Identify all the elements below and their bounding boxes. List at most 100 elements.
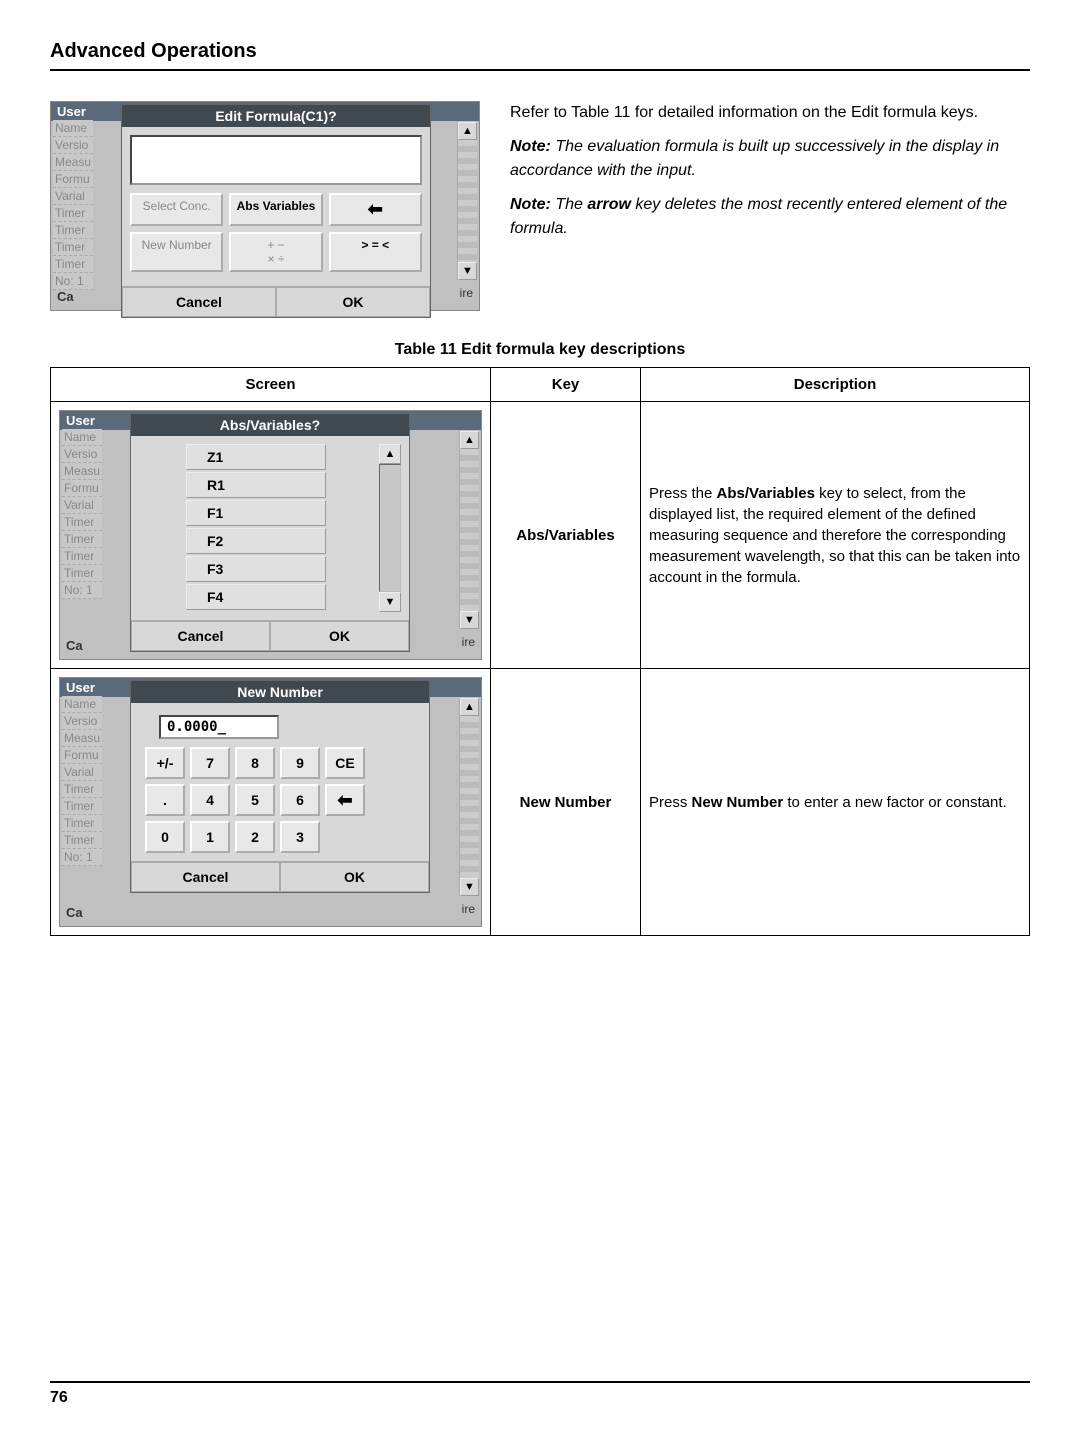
screen-cell: User Name Versio Measu Formu Varial Time…	[51, 669, 491, 936]
scroll-up-icon[interactable]: ▲	[379, 444, 401, 464]
text: for detailed information on the Edit for…	[630, 104, 978, 121]
ire-label: ire	[462, 635, 475, 649]
scroll-track[interactable]	[460, 716, 479, 878]
scroll-down-icon[interactable]: ▼	[460, 878, 479, 896]
list-item[interactable]: R1	[186, 472, 326, 498]
key-0[interactable]: 0	[145, 821, 185, 853]
cancel-button[interactable]: Cancel	[122, 287, 276, 317]
list-item[interactable]: F3	[186, 556, 326, 582]
scroll-down-icon[interactable]: ▼	[379, 592, 401, 612]
dialog-title: Edit Formula(C1)?	[122, 105, 430, 127]
edit-formula-dialog: Edit Formula(C1)? Select Conc. Abs Varia…	[121, 104, 431, 318]
cancel-button[interactable]: Cancel	[131, 621, 270, 651]
side-label: Name	[53, 120, 93, 137]
key-cell: New Number	[491, 669, 641, 936]
number-display: 0.0000_	[159, 715, 279, 739]
ok-button[interactable]: OK	[280, 862, 429, 892]
compare-button[interactable]: > = <	[329, 232, 422, 272]
page-header: Advanced Operations	[50, 40, 1030, 71]
back-arrow-button[interactable]: ⬅	[329, 193, 422, 226]
key-3[interactable]: 3	[280, 821, 320, 853]
side-labels: Name Versio Measu Formu Varial Timer Tim…	[62, 696, 102, 866]
list-item[interactable]: F1	[186, 500, 326, 526]
side-label: Versio	[62, 446, 102, 463]
col-key: Key	[491, 368, 641, 402]
side-label: Timer	[62, 565, 102, 582]
key-dot[interactable]: .	[145, 784, 185, 816]
side-label: Timer	[62, 514, 102, 531]
list-item[interactable]: F4	[186, 584, 326, 610]
abs-variables-window: User Name Versio Measu Formu Varial Time…	[59, 410, 482, 660]
scroll-down-icon[interactable]: ▼	[460, 611, 479, 629]
new-number-button[interactable]: New Number	[130, 232, 223, 272]
note-1: Note: The evaluation formula is built up…	[510, 135, 1030, 183]
page-footer: 76	[50, 1381, 1030, 1407]
cal-label: Ca	[66, 638, 83, 653]
side-label: Timer	[62, 798, 102, 815]
cancel-button[interactable]: Cancel	[131, 862, 280, 892]
side-label: Formu	[62, 480, 102, 497]
ok-button[interactable]: OK	[276, 287, 430, 317]
scrollbar[interactable]: ▲ ▼	[459, 431, 479, 629]
side-label: Timer	[62, 832, 102, 849]
key-1[interactable]: 1	[190, 821, 230, 853]
scroll-up-icon[interactable]: ▲	[458, 122, 477, 140]
list-scrollbar[interactable]: ▲ ▼	[379, 444, 401, 612]
new-number-window: User Name Versio Measu Formu Varial Time…	[59, 677, 482, 927]
scroll-track[interactable]	[379, 464, 401, 592]
key-cell: Abs/Variables	[491, 402, 641, 669]
key-sign[interactable]: +/-	[145, 747, 185, 779]
col-desc: Description	[641, 368, 1030, 402]
table-header-row: Screen Key Description	[51, 368, 1030, 402]
user-label: User	[57, 104, 86, 119]
dialog-footer: Cancel OK	[122, 286, 430, 317]
key-ce[interactable]: CE	[325, 747, 365, 779]
key-2[interactable]: 2	[235, 821, 275, 853]
col-screen: Screen	[51, 368, 491, 402]
new-number-dialog: New Number 0.0000_ +/- 7 8 9 CE	[130, 680, 430, 893]
intro-text: Refer to Table 11 for detailed informati…	[510, 101, 1030, 311]
select-conc-button[interactable]: Select Conc.	[130, 193, 223, 226]
scroll-up-icon[interactable]: ▲	[460, 431, 479, 449]
key-6[interactable]: 6	[280, 784, 320, 816]
list-item[interactable]: F2	[186, 528, 326, 554]
side-labels: Name Versio Measu Formu Varial Timer Tim…	[62, 429, 102, 599]
table-row: User Name Versio Measu Formu Varial Time…	[51, 669, 1030, 936]
abs-variables-button[interactable]: Abs Variables	[229, 193, 322, 226]
ok-button[interactable]: OK	[270, 621, 409, 651]
key-5[interactable]: 5	[235, 784, 275, 816]
key-4[interactable]: 4	[190, 784, 230, 816]
key-8[interactable]: 8	[235, 747, 275, 779]
side-label: Varial	[53, 188, 93, 205]
side-label: Varial	[62, 497, 102, 514]
bold-text: New Number	[692, 794, 784, 811]
scroll-track[interactable]	[460, 449, 479, 611]
top-section: User Name Versio Measu Formu Varial Time…	[50, 101, 1030, 311]
scroll-track[interactable]	[458, 140, 477, 262]
side-label: Timer	[62, 815, 102, 832]
key-backspace[interactable]: ⬅	[325, 784, 365, 816]
key-9[interactable]: 9	[280, 747, 320, 779]
note-label: Note:	[510, 196, 551, 213]
text: Refer to	[510, 104, 571, 121]
table-row: User Name Versio Measu Formu Varial Time…	[51, 402, 1030, 669]
bold-text: Abs/Variables	[717, 485, 815, 502]
scroll-up-icon[interactable]: ▲	[460, 698, 479, 716]
text: Press	[649, 794, 692, 811]
user-label: User	[66, 680, 95, 695]
scroll-down-icon[interactable]: ▼	[458, 262, 477, 280]
note-text: The evaluation formula is built up succe…	[510, 138, 999, 179]
scrollbar[interactable]: ▲ ▼	[459, 698, 479, 896]
list-item[interactable]: Z1	[186, 444, 326, 470]
desc-cell: Press the Abs/Variables key to select, f…	[641, 402, 1030, 669]
scrollbar[interactable]: ▲ ▼	[457, 122, 477, 280]
dialog-title: New Number	[131, 681, 429, 703]
keypad: +/- 7 8 9 CE . 4 5 6	[139, 747, 421, 853]
side-label: Name	[62, 696, 102, 713]
dialog-footer: Cancel OK	[131, 620, 409, 651]
side-label: Formu	[53, 171, 93, 188]
side-label: Name	[62, 429, 102, 446]
key-7[interactable]: 7	[190, 747, 230, 779]
side-label: Timer	[53, 256, 93, 273]
operators-button[interactable]: + − × ÷	[229, 232, 322, 272]
